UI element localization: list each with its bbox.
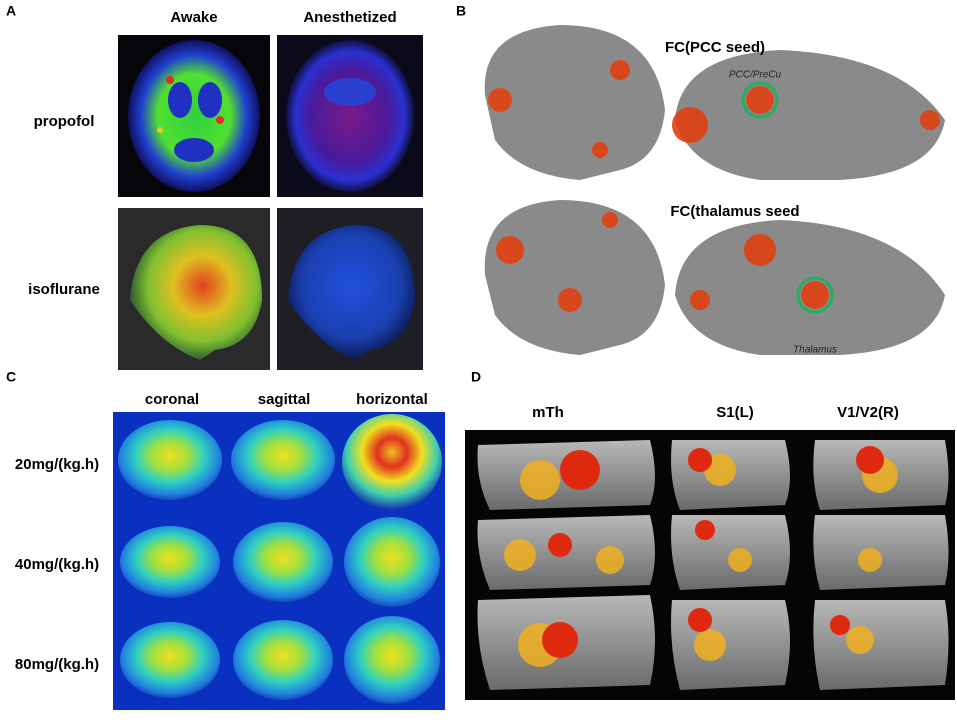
map-title: FC(thalamus seed <box>670 203 799 220</box>
annotation: Thalamus <box>793 345 837 356</box>
pet-grid <box>113 412 445 710</box>
mri-grid <box>465 430 955 700</box>
column-header: horizontal <box>356 391 428 408</box>
column-header: S1(L) <box>716 404 754 421</box>
panel-label: B <box>456 3 466 19</box>
row-label: isoflurane <box>28 281 100 298</box>
row-label: 20mg/(kg.h) <box>15 456 99 473</box>
row-label: 40mg/(kg.h) <box>15 556 99 573</box>
map-title: FC(PCC seed) <box>665 39 765 56</box>
column-header: Anesthetized <box>303 9 396 26</box>
column-header: sagittal <box>258 391 311 408</box>
column-header: V1/V2(R) <box>837 404 899 421</box>
column-header: Awake <box>170 9 217 26</box>
annotation: PCC/PreCu <box>729 70 782 81</box>
brain-images <box>118 35 423 370</box>
column-header: mTh <box>532 404 564 421</box>
panel-label: A <box>6 3 16 19</box>
cortical-surfaces <box>484 25 945 355</box>
column-header: coronal <box>145 391 199 408</box>
row-label: propofol <box>34 113 95 130</box>
panel-label: C <box>6 369 16 385</box>
panel-label: D <box>471 369 481 385</box>
row-label: 80mg/(kg.h) <box>15 656 99 673</box>
